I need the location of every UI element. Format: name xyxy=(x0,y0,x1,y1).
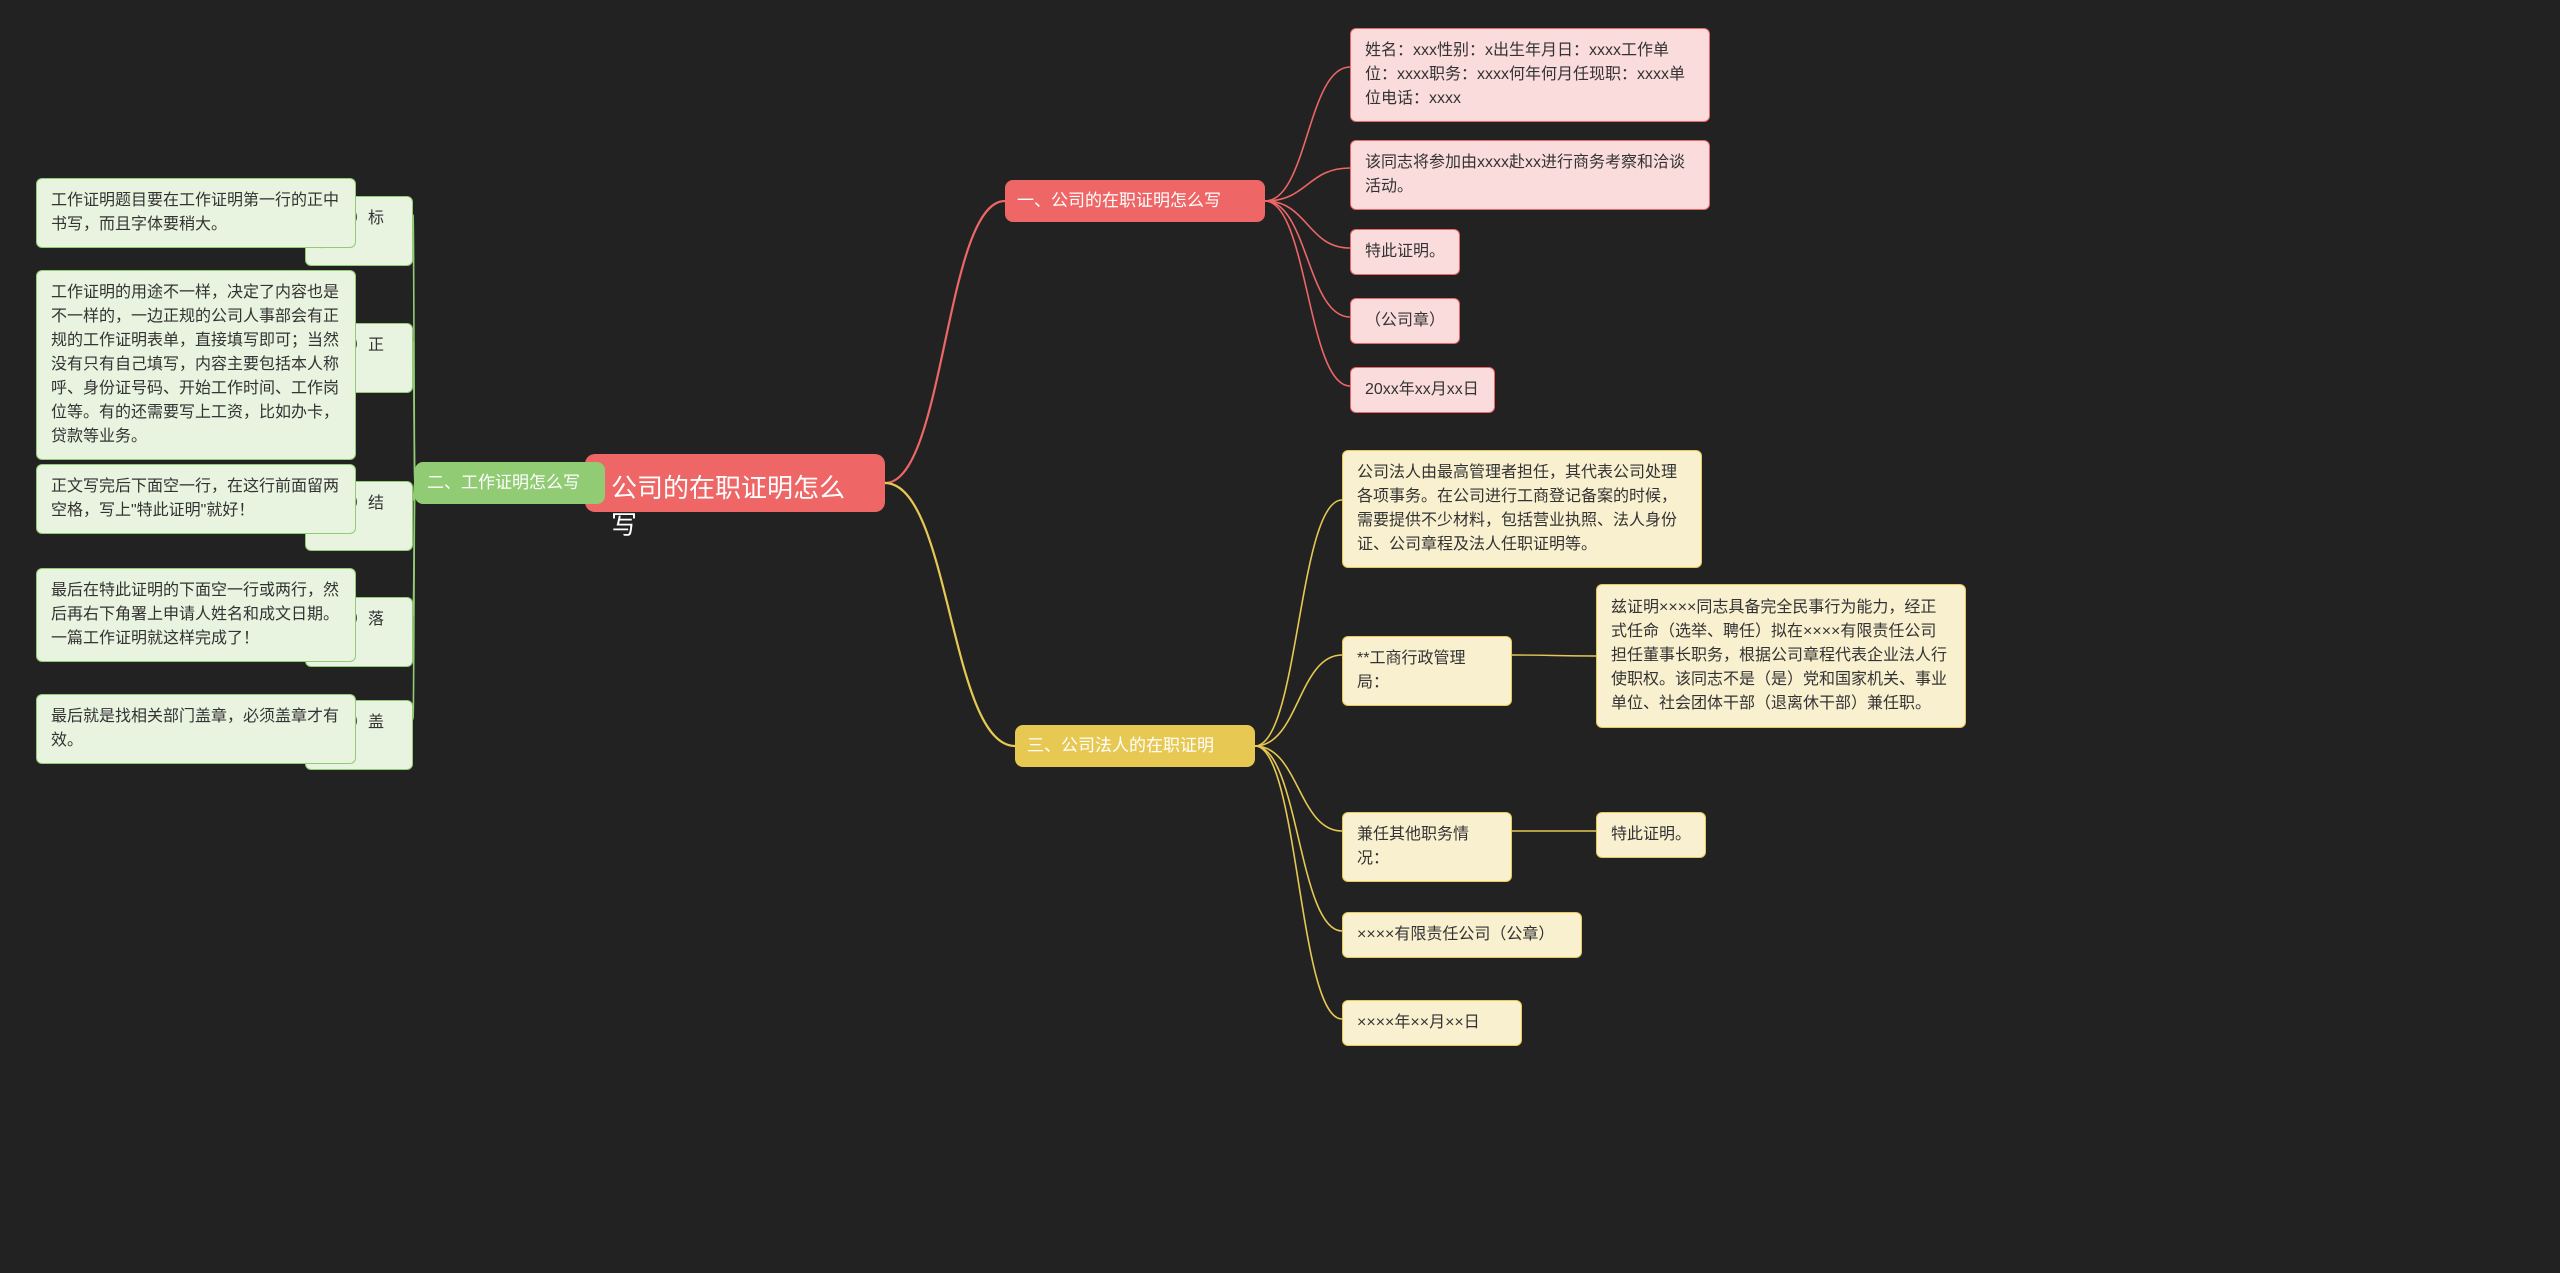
connector-path xyxy=(413,215,415,483)
mindmap-node: 特此证明。 xyxy=(1596,812,1706,858)
mindmap-node: 工作证明的用途不一样，决定了内容也是不一样的，一边正规的公司人事部会有正规的工作… xyxy=(36,270,356,460)
mindmap-node: 三、公司法人的在职证明 xyxy=(1015,725,1255,767)
mindmap-center: 公司的在职证明怎么写 xyxy=(585,454,885,512)
mindmap-node: ××××年××月××日 xyxy=(1342,1000,1522,1046)
connector-path xyxy=(1255,746,1342,1019)
connector-path xyxy=(1265,201,1350,386)
mindmap-node: 公司法人由最高管理者担任，其代表公司处理各项事务。在公司进行工商登记备案的时候，… xyxy=(1342,450,1702,568)
connector-path xyxy=(1265,201,1350,248)
mindmap-node: 最后就是找相关部门盖章，必须盖章才有效。 xyxy=(36,694,356,764)
mindmap-node: 正文写完后下面空一行，在这行前面留两空格，写上"特此证明"就好！ xyxy=(36,464,356,534)
mindmap-node: 最后在特此证明的下面空一行或两行，然后再右下角署上申请人姓名和成文日期。一篇工作… xyxy=(36,568,356,662)
mindmap-node: 特此证明。 xyxy=(1350,229,1460,275)
mindmap-node: （公司章） xyxy=(1350,298,1460,344)
mindmap-node: **工商行政管理局： xyxy=(1342,636,1512,706)
connector-path xyxy=(1255,746,1342,931)
mindmap-node: ××××有限责任公司（公章） xyxy=(1342,912,1582,958)
connector-path xyxy=(1512,655,1596,656)
mindmap-node: 二、工作证明怎么写 xyxy=(415,462,605,504)
connector-path xyxy=(413,483,415,719)
connector-path xyxy=(413,483,415,616)
connector-path xyxy=(1265,201,1350,317)
connector-path xyxy=(885,201,1005,483)
mindmap-node: 一、公司的在职证明怎么写 xyxy=(1005,180,1265,222)
mindmap-node: 兹证明××××同志具备完全民事行为能力，经正式任命（选举、聘任）拟在××××有限… xyxy=(1596,584,1966,728)
connector-path xyxy=(1255,746,1342,831)
connector-path xyxy=(1265,67,1350,201)
connector-path xyxy=(413,342,415,483)
connector-path xyxy=(1265,168,1350,201)
mindmap-node: 姓名：xxx性别：x出生年月日：xxxx工作单位：xxxx职务：xxxx何年何月… xyxy=(1350,28,1710,122)
mindmap-node: 该同志将参加由xxxx赴xx进行商务考察和洽谈活动。 xyxy=(1350,140,1710,210)
connector-path xyxy=(1255,655,1342,746)
connector-path xyxy=(1255,500,1342,746)
mindmap-node: 20xx年xx月xx日 xyxy=(1350,367,1495,413)
mindmap-node: 兼任其他职务情况： xyxy=(1342,812,1512,882)
mindmap-node: 工作证明题目要在工作证明第一行的正中书写，而且字体要稍大。 xyxy=(36,178,356,248)
connector-path xyxy=(885,483,1015,746)
